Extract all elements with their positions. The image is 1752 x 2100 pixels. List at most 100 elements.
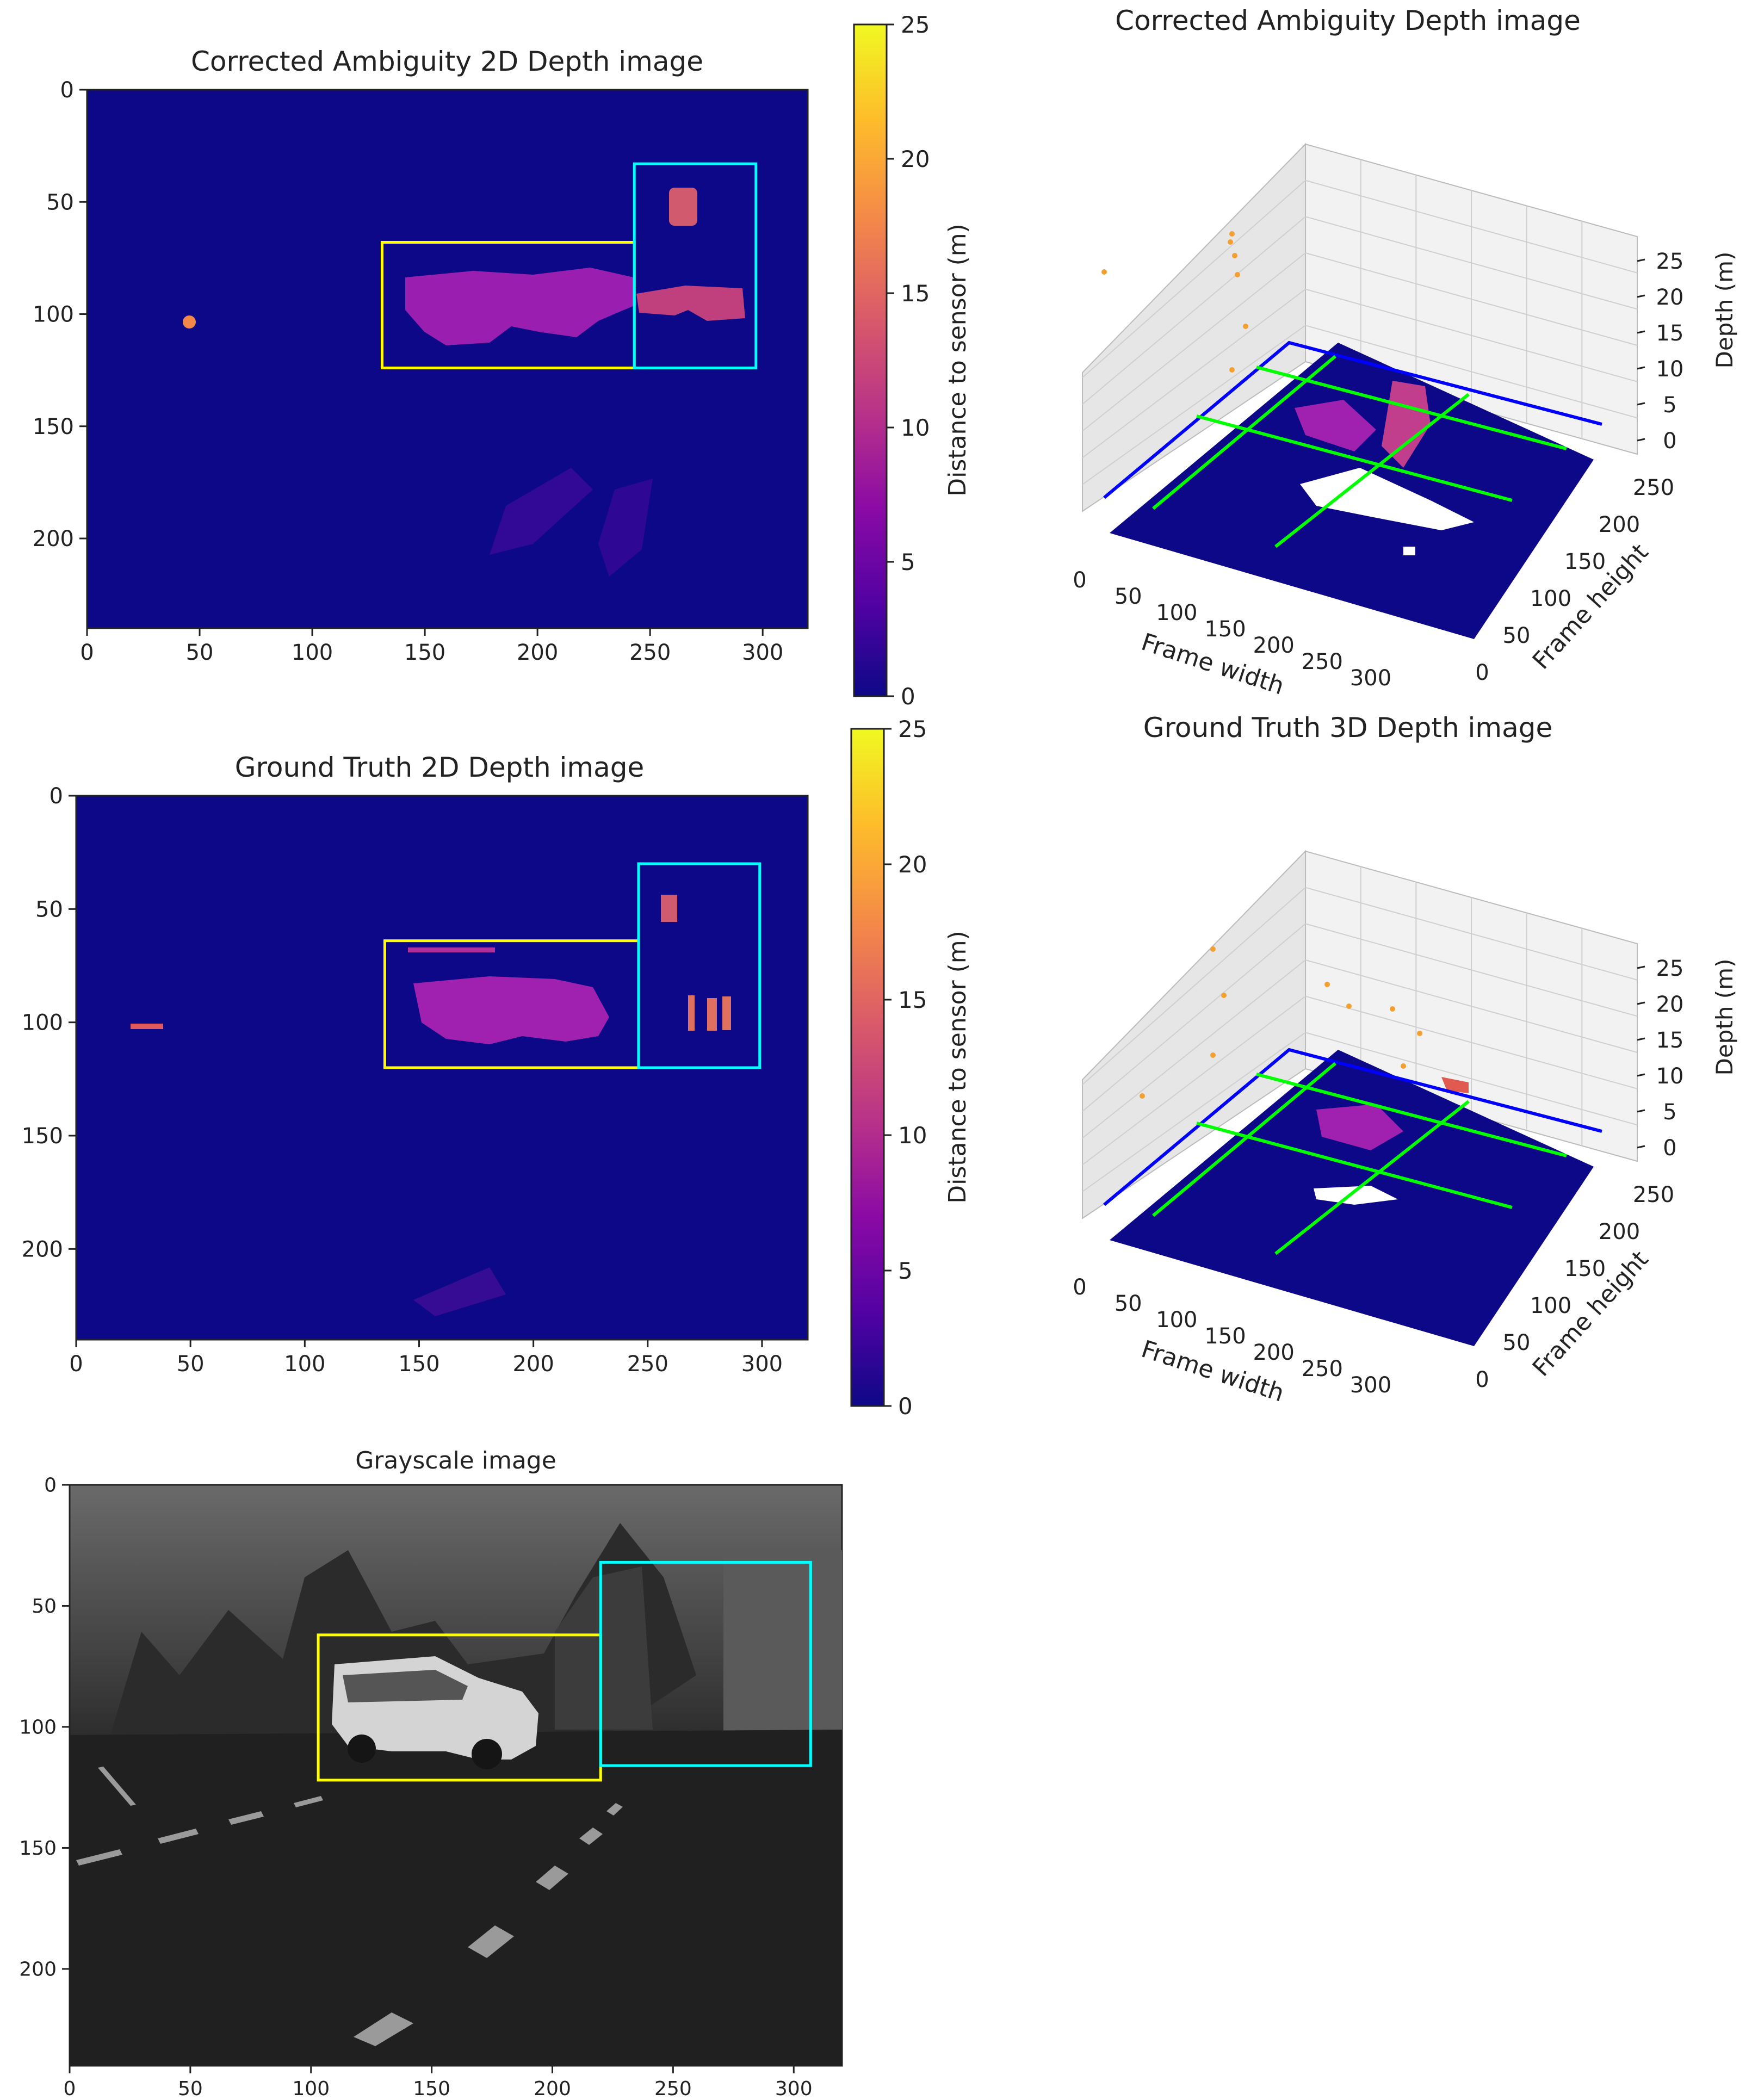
z-tick-label: 0 xyxy=(1663,1136,1676,1161)
x-tick-label: 300 xyxy=(1350,666,1391,691)
colorbar-tick-label: 15 xyxy=(898,987,927,1013)
y-tick-label: 150 xyxy=(19,1837,57,1860)
groundtruth-2d-cyan-box xyxy=(637,862,762,1069)
colorbar-tick-label: 25 xyxy=(901,11,930,38)
grayscale-house xyxy=(555,1566,653,1730)
z-tick-mark xyxy=(1637,366,1645,370)
z-tick-label: 20 xyxy=(1656,992,1684,1017)
y-tick-label: 200 xyxy=(1599,1219,1640,1244)
x-tick-label: 250 xyxy=(654,2078,692,2100)
y-tick-label: 50 xyxy=(1503,623,1531,648)
grid-line xyxy=(1305,995,1638,1089)
y-tick-label: 0 xyxy=(49,784,63,809)
masked-points-small xyxy=(1403,547,1415,555)
green-grid-line xyxy=(1196,1122,1513,1209)
groundtruth-2d-top-strip xyxy=(408,947,495,952)
y-tick-label: 250 xyxy=(1633,475,1674,500)
x-tick-label: 0 xyxy=(69,1352,83,1377)
left-wall xyxy=(1082,850,1306,1219)
green-grid-line xyxy=(1274,393,1470,548)
green-grid-line xyxy=(1152,355,1336,510)
y-tick-label: 50 xyxy=(32,1595,57,1618)
x-tick-label: 50 xyxy=(178,2078,203,2100)
grid-line xyxy=(1305,325,1638,419)
green-grid-line xyxy=(1274,1100,1470,1255)
x-tick-label: 50 xyxy=(1115,1291,1142,1316)
x-tick-label: 250 xyxy=(1302,1356,1343,1382)
grid-line xyxy=(1305,887,1638,981)
colorbar-tick-label: 15 xyxy=(901,280,930,307)
x-tick-label: 100 xyxy=(1156,1308,1197,1333)
grayscale-van-windows xyxy=(343,1670,468,1702)
sky-point xyxy=(1210,946,1216,952)
y-tick-label: 0 xyxy=(60,78,74,103)
colorbar-tick-label: 20 xyxy=(901,146,930,172)
colorbar-2-ticks: 0 5 10 15 20 25 xyxy=(884,716,927,1420)
groundtruth-2d-pole-2 xyxy=(707,998,717,1031)
groundtruth-2d-road-points xyxy=(413,1267,506,1316)
x-tick-label: 300 xyxy=(741,1352,783,1377)
sky-point xyxy=(1229,231,1235,237)
sky-point xyxy=(1243,324,1248,329)
x-tick-label: 50 xyxy=(186,640,214,665)
grayscale-road xyxy=(70,1730,842,2066)
groundtruth-2d-far-point xyxy=(131,1024,163,1029)
x-tick-label: 150 xyxy=(1204,617,1246,642)
grayscale-van-wheel-front xyxy=(472,1739,502,1769)
x-tick-label: 200 xyxy=(1253,1340,1294,1365)
y-tick-label: 100 xyxy=(33,302,74,327)
y-tick-label: 100 xyxy=(1530,586,1571,611)
z-tick-label: 20 xyxy=(1656,285,1684,310)
colorbar-1-bar xyxy=(853,23,888,697)
corrected-2d-car-blob xyxy=(405,268,636,345)
z-tick-mark xyxy=(1637,330,1645,334)
y-tick-label: 100 xyxy=(19,1717,57,1739)
colorbar-tick-label: 10 xyxy=(898,1122,927,1149)
z-axis-label: Depth (m) xyxy=(1711,959,1738,1076)
grayscale-x-ticks: 0 50 100 150 200 250 300 xyxy=(64,2066,813,2100)
corrected-2d-road-blob xyxy=(490,468,593,555)
x-tick-label: 150 xyxy=(398,1352,439,1377)
groundtruth-2d-x-ticks: 0 50 100 150 200 250 300 xyxy=(69,1340,783,1377)
z-tick-label: 5 xyxy=(1663,393,1676,418)
z-tick-label: 10 xyxy=(1656,357,1684,382)
sky-point xyxy=(1235,272,1240,277)
grayscale-panel: Grayscale image 0 50 100 150 200 250 300 05 xyxy=(19,1447,843,2100)
sky-point xyxy=(1101,269,1107,275)
z-tick-label: 25 xyxy=(1656,249,1684,274)
grayscale-van-wheel-rear xyxy=(348,1734,376,1763)
sky-point xyxy=(1417,1031,1422,1036)
grid-line xyxy=(1082,325,1306,485)
y-tick-label: 150 xyxy=(22,1124,63,1149)
grayscale-cyan-box xyxy=(599,1560,812,1767)
x-tick-label: 0 xyxy=(1073,568,1086,593)
grid-line xyxy=(1082,288,1306,459)
x-tick-label: 0 xyxy=(64,2078,76,2100)
colorbar-2: 0 5 10 15 20 25 Distance to sensor (m) xyxy=(850,716,971,1420)
colorbar-tick-label: 10 xyxy=(901,414,930,441)
x-tick-label: 150 xyxy=(1204,1324,1246,1349)
x-tick-label: 250 xyxy=(629,640,671,665)
corrected-2d-title: Corrected Ambiguity 2D Depth image xyxy=(191,46,703,77)
y-tick-label: 50 xyxy=(46,190,74,215)
colorbar-1: 0 5 10 15 20 25 Distance to sensor (m) xyxy=(853,11,971,710)
sky-point xyxy=(1221,993,1227,998)
y-tick-label: 200 xyxy=(19,1959,57,1981)
x-tick-label: 150 xyxy=(413,2078,450,2100)
y-tick-label: 100 xyxy=(22,1011,63,1036)
groundtruth-3d-title: Ground Truth 3D Depth image xyxy=(1143,712,1553,744)
x-tick-label: 0 xyxy=(1073,1275,1086,1300)
z-tick-label: 5 xyxy=(1663,1100,1676,1125)
x-tick-label: 100 xyxy=(1156,600,1197,625)
groundtruth-3d-panel: Ground Truth 3D Depth image 0 5 10 15 20 25 De… xyxy=(1073,712,1738,1408)
grid-line xyxy=(1082,923,1306,1112)
y-tick-label: 150 xyxy=(1564,549,1606,574)
grid-line xyxy=(1305,1032,1638,1126)
colorbar-2-label: Distance to sensor (m) xyxy=(944,931,971,1204)
grid-line xyxy=(1082,252,1306,432)
grid-line xyxy=(1305,252,1638,346)
x-tick-label: 50 xyxy=(1115,584,1142,609)
sky-point xyxy=(1229,367,1235,373)
car-points xyxy=(1316,1104,1403,1150)
